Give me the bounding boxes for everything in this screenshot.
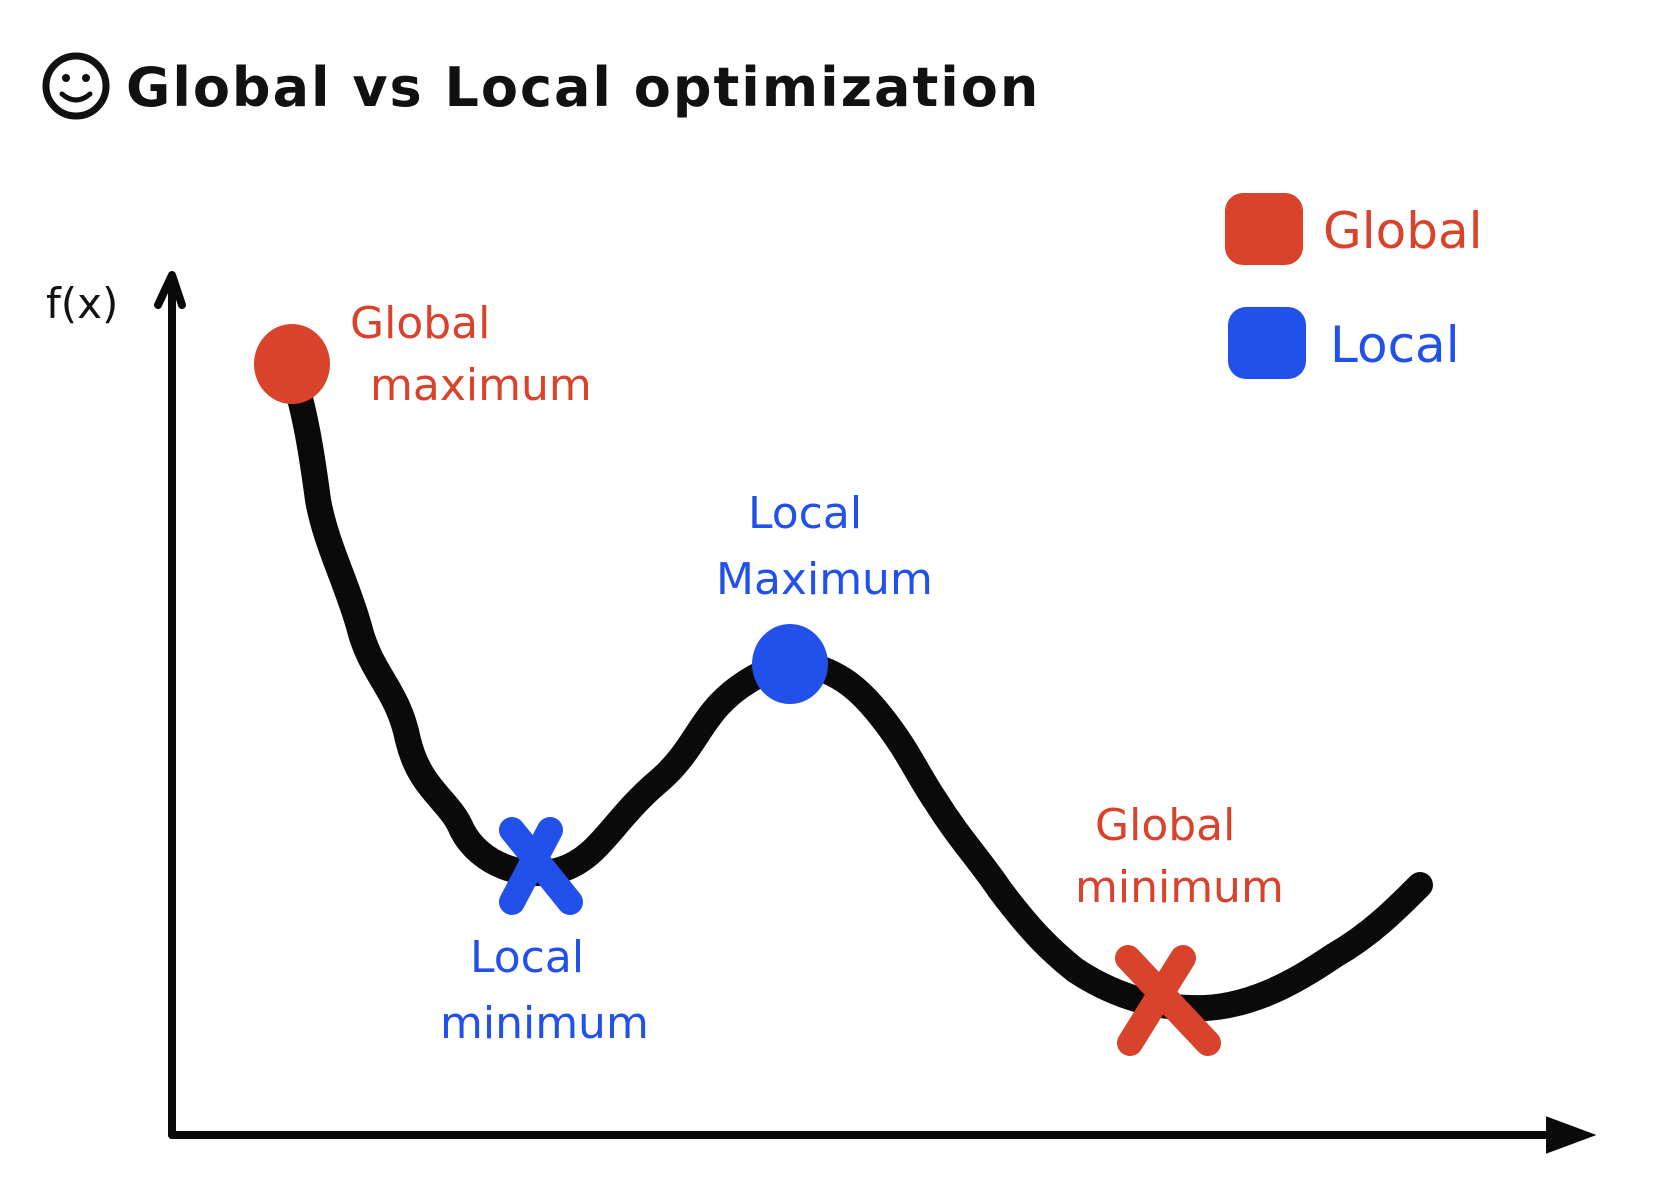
global-maximum-marker <box>254 324 330 404</box>
legend-swatch-global <box>1225 193 1303 265</box>
legend: Global Local <box>1225 193 1483 379</box>
local-minimum-marker <box>499 817 583 915</box>
global-minimum-label-line2: minimum <box>1075 862 1284 913</box>
y-axis-arrowhead <box>154 271 186 309</box>
legend-label-global: Global <box>1323 202 1483 260</box>
global-maximum-label-line2: maximum <box>370 360 592 411</box>
y-axis-label: f(x) <box>46 279 118 328</box>
global-minimum-label-line1: Global <box>1095 800 1235 851</box>
legend-label-local: Local <box>1330 316 1460 374</box>
smiley-face-icon <box>42 52 110 120</box>
legend-item-global: Global <box>1225 193 1483 265</box>
global-maximum-label-line1: Global <box>350 298 490 349</box>
title-group: Global vs Local optimization <box>42 52 1040 120</box>
local-maximum-label-line2: Maximum <box>716 554 933 605</box>
local-maximum-label-line1: Local <box>748 488 862 539</box>
axes <box>154 271 1597 1154</box>
global-minimum-marker <box>1115 945 1221 1056</box>
x-axis-arrowhead <box>1546 1116 1597 1154</box>
local-minimum-label-line2: minimum <box>440 998 649 1049</box>
legend-swatch-local <box>1228 307 1306 379</box>
local-maximum-marker <box>752 624 828 704</box>
local-minimum-label-line1: Local <box>470 932 584 983</box>
function-curve <box>280 362 1433 1022</box>
legend-item-local: Local <box>1228 307 1460 379</box>
page-title: Global vs Local optimization <box>126 56 1040 119</box>
